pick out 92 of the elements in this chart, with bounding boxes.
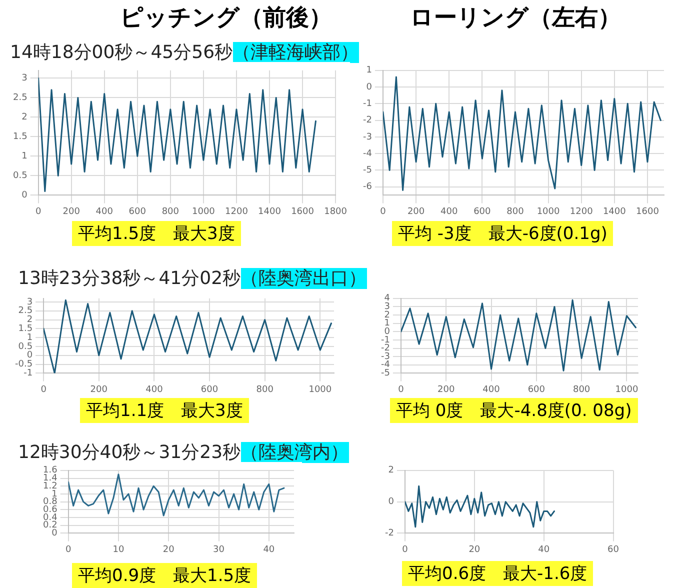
text: （津軽海峡部） (232, 42, 359, 63)
x-tick-label: 1200 (225, 206, 248, 217)
x-tick-label: 1000 (192, 206, 216, 217)
x-tick-label: 400 (482, 384, 500, 395)
x-tick-label: 800 (162, 206, 180, 217)
y-tick-label: 2.5 (12, 93, 28, 104)
y-tick-label: -1 (380, 335, 390, 346)
x-tick-label: 1800 (324, 206, 348, 217)
x-tick-label: 600 (200, 384, 218, 395)
x-tick-label: 1400 (258, 206, 282, 217)
x-tick-label: 400 (96, 206, 114, 217)
x-tick-label: 600 (528, 384, 546, 395)
y-tick-label: 0.5 (12, 171, 28, 182)
x-tick-label: 20 (162, 544, 175, 555)
y-tick-label: 0.6 (42, 504, 58, 515)
chart-subtitle: 13時23分38秒～41分02秒 (18, 268, 241, 289)
y-tick-label: 0 (388, 497, 394, 508)
x-tick-label: 400 (440, 206, 458, 217)
y-tick-label: 2 (22, 112, 28, 123)
x-tick-label: 1000 (536, 206, 560, 217)
chart-subtitle: 14時18分00秒～45分56秒 (10, 42, 233, 63)
x-tick-label: 400 (146, 384, 164, 395)
y-tick-label: 0 (384, 326, 390, 337)
x-tick-label: 0 (65, 544, 72, 555)
y-tick-label: 3 (22, 74, 28, 84)
y-tick-label: 2 (26, 315, 33, 326)
y-tick-label: 2.5 (18, 306, 33, 316)
text: 平均 0度 最大-4.8度(0. 08g) (390, 398, 638, 423)
chart-title: ローリング（左右） (410, 4, 621, 33)
y-tick-label: 1.5 (18, 324, 33, 334)
x-tick-label: 10 (112, 544, 124, 555)
x-tick-label: 1000 (308, 384, 332, 395)
y-tick-label: 3 (384, 302, 390, 312)
y-tick-label: -5 (362, 166, 372, 176)
y-tick-label: -0.5 (15, 360, 33, 370)
x-tick-label: 0 (402, 544, 408, 555)
x-tick-label: 200 (407, 206, 425, 217)
x-tick-label: 1200 (570, 206, 594, 217)
text: 平均1.5度 最大3度 (72, 221, 241, 246)
y-tick-label: 0 (22, 190, 28, 201)
x-tick-label: 200 (90, 384, 108, 395)
x-tick-label: 1600 (291, 206, 314, 217)
y-tick-label: 0.5 (18, 342, 33, 352)
y-tick-label: 2 (388, 466, 394, 476)
y-tick-label: -4 (362, 148, 372, 159)
x-tick-label: 800 (256, 384, 274, 395)
y-tick-label: -4 (380, 360, 390, 370)
x-tick-label: 1600 (636, 206, 660, 217)
x-tick-label: 60 (608, 544, 620, 555)
y-tick-label: 0 (26, 350, 33, 361)
x-tick-label: 800 (572, 384, 590, 395)
x-tick-label: 200 (438, 384, 455, 395)
x-tick-label: 1000 (615, 384, 638, 395)
x-tick-label: 600 (474, 206, 492, 217)
y-tick-label: 1.2 (42, 481, 58, 492)
x-tick-label: 40 (263, 544, 275, 555)
text: （陸奥湾内） (240, 442, 349, 463)
y-tick-label: -1 (362, 99, 372, 110)
text: 平均0.6度 最大-1.6度 (402, 561, 594, 586)
text: 平均 -3度 最大-6度(0.1g) (392, 221, 614, 246)
y-tick-label: 2 (384, 310, 390, 320)
y-tick-label: -5 (380, 368, 390, 379)
y-tick-label: -1 (24, 368, 33, 379)
y-tick-label: 1.5 (12, 132, 28, 142)
y-tick-label: -2 (362, 116, 372, 126)
x-tick-label: 1400 (602, 206, 626, 217)
y-tick-label: -3 (380, 352, 390, 362)
y-tick-label: 1 (384, 318, 390, 329)
y-tick-label: 1 (366, 66, 372, 76)
x-tick-label: 0 (35, 206, 42, 217)
y-tick-label: 4 (384, 294, 390, 304)
y-tick-label: 1 (22, 152, 28, 162)
y-tick-label: -3 (362, 132, 372, 142)
x-tick-label: 40 (538, 544, 550, 555)
y-tick-label: 3 (26, 297, 33, 308)
x-tick-label: 800 (506, 206, 524, 217)
y-tick-label: 0 (52, 528, 58, 539)
chart-title: ピッチング（前後） (120, 4, 332, 33)
x-tick-label: 30 (213, 544, 225, 555)
x-tick-label: 600 (128, 206, 146, 217)
y-tick-label: -2 (384, 528, 394, 539)
chart-subtitle: 12時30分40秒～31分23秒 (18, 442, 241, 463)
y-tick-label: -6 (362, 182, 372, 192)
y-tick-label: 1 (26, 332, 33, 343)
x-tick-label: 0 (398, 384, 404, 395)
x-tick-label: 200 (62, 206, 80, 217)
y-tick-label: -2 (380, 344, 390, 354)
text: （陸奥湾出口） (240, 268, 367, 289)
text: 平均1.1度 最大3度 (80, 398, 249, 423)
text: 平均0.9度 最大1.5度 (72, 563, 258, 588)
x-tick-label: 20 (468, 544, 480, 555)
y-tick-label: 0 (366, 82, 372, 92)
